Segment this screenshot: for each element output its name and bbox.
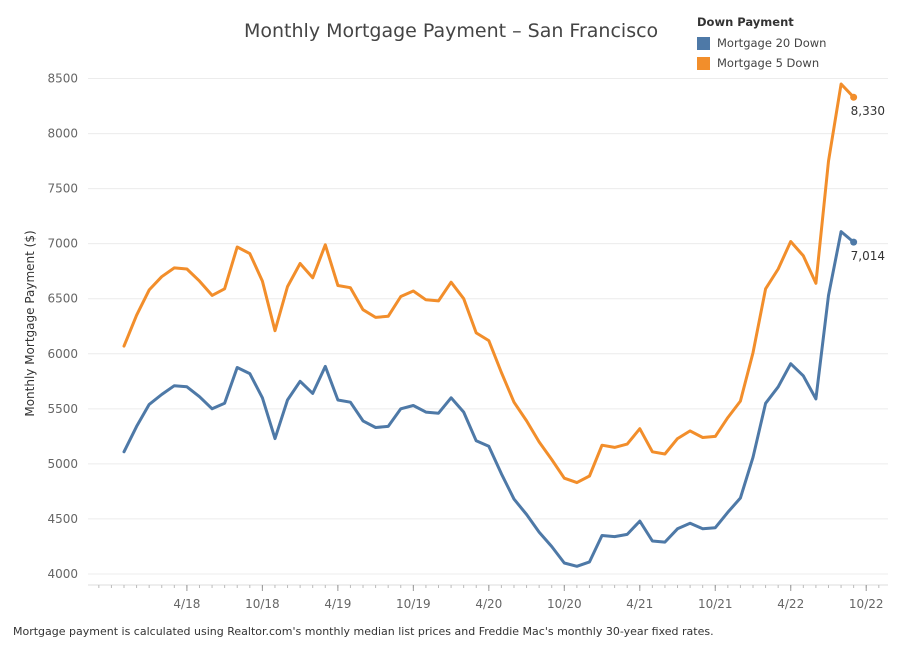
y-tick-label: 6000 [47,347,78,361]
y-tick-label: 5500 [47,402,78,416]
x-tick-label: 4/18 [173,597,200,611]
y-tick-label: 5000 [47,457,78,471]
y-tick-label: 7000 [47,237,78,251]
x-tick-label: 4/20 [475,597,502,611]
series-line-1 [122,82,856,485]
legend-item-5-down[interactable]: Mortgage 5 Down [697,53,826,73]
y-tick-label: 8500 [47,72,78,86]
x-tick-label: 10/18 [245,597,280,611]
series-end-label-0: 7,014 [851,249,885,263]
y-tick-label: 7500 [47,182,78,196]
legend-swatch-20-down [697,36,710,50]
legend-title: Down Payment [697,15,794,29]
x-tick-label: 10/21 [698,597,733,611]
legend-swatch-5-down [697,56,710,70]
x-tick-label: 4/21 [626,597,653,611]
y-tick-label: 4500 [47,512,78,526]
series-line-0 [122,230,856,568]
series-end-point-1 [850,93,858,101]
y-tick-label: 8000 [47,127,78,141]
legend: Down Payment Mortgage 20 Down Mortgage 5… [697,15,826,73]
legend-label-20-down: Mortgage 20 Down [717,36,827,50]
legend-item-20-down[interactable]: Mortgage 20 Down [697,33,826,53]
x-tick-label: 4/22 [777,597,804,611]
chart-title: Monthly Mortgage Payment – San Francisco [244,20,659,42]
series-end-label-1: 8,330 [851,104,885,118]
y-tick-label: 4000 [47,567,78,581]
x-tick-label: 10/20 [547,597,582,611]
x-tick-label: 4/19 [324,597,351,611]
footnote: Mortgage payment is calculated using Rea… [13,625,714,638]
legend-label-5-down: Mortgage 5 Down [717,56,820,70]
x-tick-label: 10/22 [849,597,884,611]
x-tick-label: 10/19 [396,597,431,611]
y-axis-label: Monthly Mortgage Payment ($) [23,230,37,416]
series-end-point-0 [850,238,858,246]
y-tick-label: 6500 [47,292,78,306]
